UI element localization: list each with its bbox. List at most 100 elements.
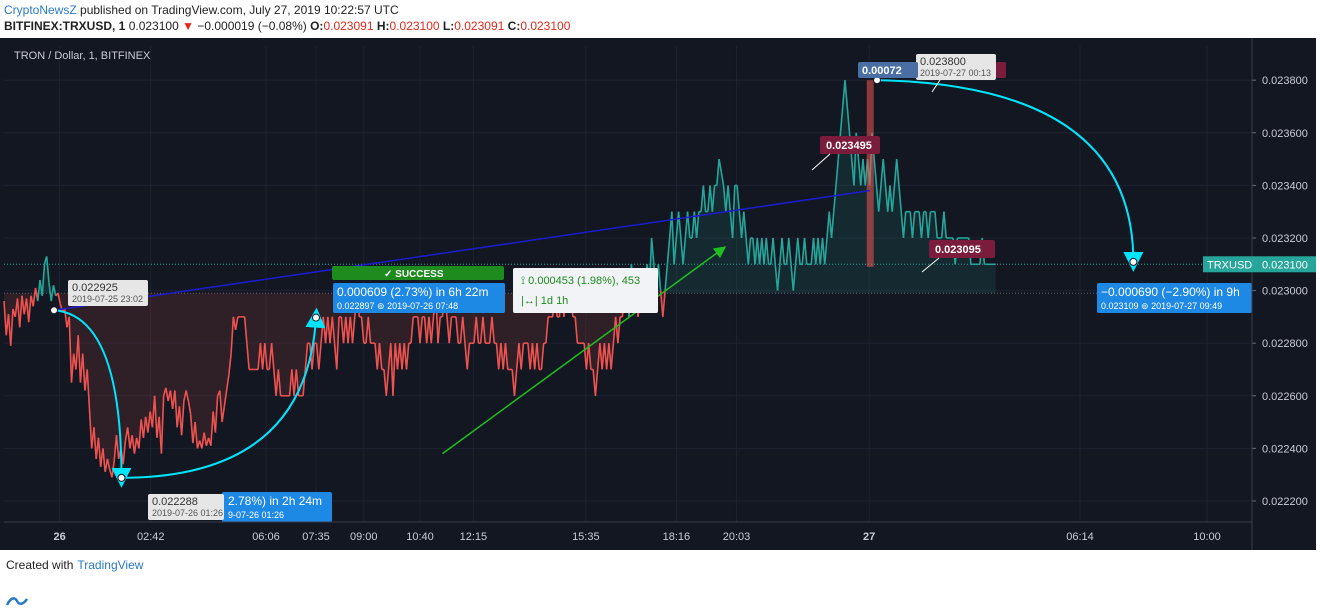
y-tick-label: 0.023400 (1262, 180, 1308, 192)
y-tick-label: 0.023600 (1262, 128, 1308, 140)
price-segment-down (405, 343, 410, 370)
price-segment-up (882, 159, 887, 186)
price-tag-maroon-edge[interactable] (996, 62, 1006, 78)
measure-label-rise-text: 0.000609 (2.73%) in 6h 22m (337, 285, 488, 299)
open-value: 0.023091 (323, 19, 374, 33)
down-arrow-icon: ▼ (182, 19, 194, 33)
x-tick-label: 10:40 (406, 531, 434, 543)
low-value: 0.023091 (454, 19, 505, 33)
blue-trend-line[interactable] (53, 189, 870, 312)
symbol-label: BITFINEX:TRXUSD, 1 (4, 19, 126, 33)
price-segment-down (228, 353, 232, 375)
measure-label-drop-2[interactable]: −0.000690 (−2.90%) in 9h 0.023109 ⊚ 2019-… (1097, 283, 1252, 313)
price-tag-small-bg (858, 62, 918, 78)
price-segment-down (102, 448, 106, 473)
publisher-link[interactable]: CryptoNewsZ (4, 3, 77, 17)
price-segment-down (230, 316, 235, 354)
price-segment-up (731, 185, 736, 239)
green-trend-line[interactable] (442, 246, 727, 455)
price-segment-down (187, 400, 192, 415)
tradingview-link[interactable]: TradingView (77, 558, 144, 572)
price-tag-dip[interactable]: 0.023095 (929, 240, 995, 258)
price-segment-down (138, 419, 142, 449)
measure-anchor (117, 473, 126, 482)
price-tag-dip-text: 0.023095 (935, 244, 981, 256)
measure-label-drop-2-text: −0.000690 (−2.90%) in 9h (1101, 285, 1240, 299)
measure-arc-drop-2[interactable] (877, 79, 1144, 272)
price-segment-down (131, 435, 136, 454)
price-segment-up (36, 279, 41, 302)
footer: Created with TradingView (6, 558, 144, 606)
price-segment-down (104, 458, 109, 473)
price-segment-up (50, 285, 55, 302)
price-tag-small[interactable]: 0.00072 (858, 62, 918, 78)
price-segment-up (772, 237, 777, 265)
measure-label-rise-text: 0.022897 ⊚ 2019-07-26 07:48 (337, 301, 458, 311)
price-segment-down (419, 316, 424, 344)
price-segment-down (536, 343, 540, 370)
measure-label-rise[interactable]: 0.000609 (2.73%) in 6h 22m 0.022897 ⊚ 201… (333, 283, 505, 313)
price-segment-up (835, 159, 840, 186)
symbol-tag-bg (1203, 256, 1252, 273)
price-segment-up (677, 211, 682, 239)
price-segment-up (898, 185, 903, 212)
symbol-price-tag[interactable]: TRXUSD 0.023100 (1203, 256, 1316, 273)
price-segment-down (189, 414, 194, 444)
price-segment-up (718, 158, 723, 173)
high-value: 0.023100 (389, 19, 440, 33)
measure-arc-drop-1[interactable] (53, 309, 132, 488)
measure-arc-rise[interactable] (121, 307, 326, 479)
price-tag-high-text: 0.023800 (920, 56, 966, 68)
price-segment-down (180, 400, 185, 436)
price-segment-down (336, 316, 340, 370)
price-segment-up (803, 237, 808, 265)
price-tag-peak[interactable]: 0.023495 (820, 136, 880, 154)
price-segment-down (225, 374, 230, 391)
price-segment-up (844, 80, 849, 107)
price-chart[interactable]: 2.78%) in 2h 24m 9-07-26 01:26 0.000609 (2… (0, 38, 1316, 550)
measure-label-drop-1[interactable]: 2.78%) in 2h 24m 9-07-26 01:26 (222, 492, 332, 522)
tradingview-logo-icon (6, 597, 28, 606)
price-segment-down (185, 390, 190, 402)
y-tick-label: 0.023800 (1262, 75, 1308, 87)
price-segment-up (832, 185, 837, 212)
last-price: 0.023100 (128, 19, 179, 33)
price-segment-down (223, 390, 228, 407)
price-segment-down (594, 369, 599, 396)
measure-label-drop-1-text: 9-07-26 01:26 (228, 510, 284, 520)
x-tick-label: 06:14 (1066, 531, 1094, 543)
last-price-tag-text: 0.023100 (1262, 259, 1308, 271)
price-segment-down (617, 316, 621, 344)
price-segment-up (716, 159, 720, 186)
publisher-line: CryptoNewsZ published on TradingView.com… (4, 3, 399, 17)
price-segment-down (122, 440, 127, 465)
price-segment-down (57, 293, 61, 304)
price-tag-start-text: 0.022925 (72, 282, 118, 294)
last-price-tag-bg (1252, 256, 1316, 273)
measure-label-drop-2-bg (1097, 283, 1252, 313)
price-segment-down (234, 316, 239, 331)
y-tick-label: 0.022800 (1262, 338, 1308, 350)
x-tick-label: 15:35 (572, 531, 600, 543)
price-segment-down (264, 343, 268, 370)
price-segment-down (203, 432, 208, 446)
measure-label-rise-bg (333, 283, 505, 313)
price-segment-down (331, 316, 336, 344)
price-segment-down (378, 343, 383, 370)
price-segment-down (3, 301, 8, 336)
range-info-box[interactable]: ⟟ 0.000453 (1.98%), 453 |↔| 1d 1h (513, 268, 658, 313)
price-segment-up (657, 264, 662, 291)
success-badge[interactable]: ✓ SUCCESS (332, 266, 504, 280)
price-segment-up (765, 237, 770, 265)
price-tag-connector (931, 79, 941, 93)
price-segment-down (126, 427, 131, 449)
price-segment-down (153, 395, 158, 438)
measure-anchor (312, 313, 320, 322)
price-tag-start-text: 2019-07-25 23:02 (72, 294, 143, 304)
price-segment-down (520, 343, 525, 370)
spike-highlight (866, 80, 874, 267)
price-segment-down (277, 369, 282, 396)
